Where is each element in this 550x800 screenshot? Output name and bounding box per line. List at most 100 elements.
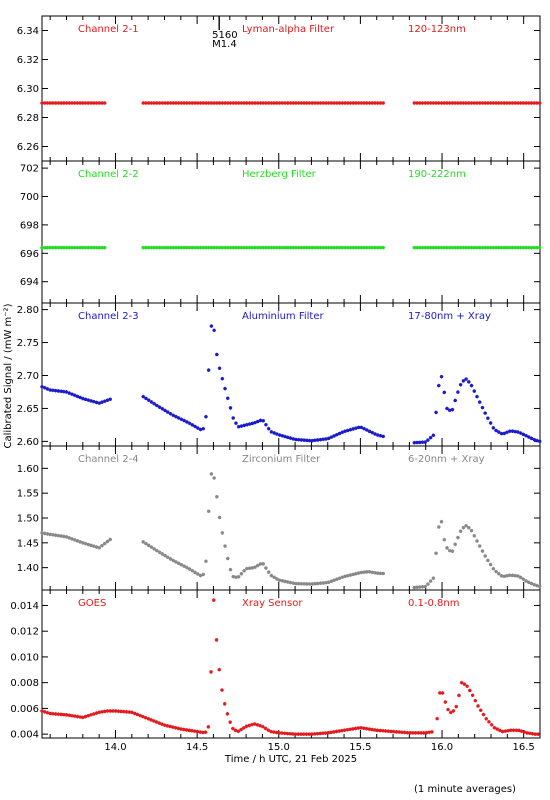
data-point: [356, 101, 361, 105]
data-point: [81, 396, 85, 401]
data-point: [486, 558, 490, 563]
data-point: [215, 245, 219, 250]
data-point: [252, 722, 257, 726]
data-point: [439, 245, 444, 250]
data-point: [475, 101, 479, 105]
data-point: [535, 438, 539, 443]
data-point: [340, 101, 345, 105]
y-tick-label: 1.50: [17, 514, 39, 525]
data-point: [102, 541, 107, 546]
data-point: [173, 725, 178, 730]
data-point: [345, 428, 350, 433]
y-tick-label: 6.30: [17, 84, 39, 95]
y-tick-label: 696: [20, 249, 39, 260]
data-point: [428, 435, 433, 440]
data-point: [83, 397, 88, 402]
data-point: [354, 426, 358, 430]
data-point: [253, 565, 257, 569]
data-point: [367, 570, 372, 574]
data-point: [67, 245, 72, 250]
data-point: [415, 440, 419, 445]
data-point: [264, 245, 268, 250]
data-point: [255, 101, 260, 105]
data-point: [165, 101, 170, 105]
data-point: [45, 245, 50, 250]
data-point: [258, 562, 263, 566]
data-point: [365, 428, 369, 432]
data-point: [277, 101, 282, 105]
data-point: [318, 101, 323, 105]
y-tick-label: 698: [20, 220, 39, 231]
data-point: [508, 728, 513, 733]
data-point: [92, 712, 96, 716]
data-point: [176, 726, 181, 731]
data-point: [367, 101, 372, 105]
data-point: [271, 730, 276, 734]
data-point: [310, 101, 315, 105]
y-tick-label: 0.012: [10, 627, 39, 638]
data-point: [521, 101, 526, 105]
data-point: [176, 561, 181, 566]
panel-filter-label: Lyman-alpha Filter: [242, 24, 335, 35]
data-point: [165, 555, 170, 560]
data-point: [288, 731, 292, 736]
data-point: [516, 245, 520, 250]
data-point: [193, 245, 197, 250]
data-point: [179, 562, 184, 567]
panel-1: 6.26 6.28 6.30 6.32 6.34 Channel 2-1 Lyman-alp…: [17, 15, 542, 162]
data-point: [299, 732, 303, 736]
data-point: [149, 545, 154, 549]
data-point: [451, 709, 456, 713]
data-point: [149, 718, 153, 722]
data-point: [266, 245, 271, 250]
flare-marker-id: 5160: [212, 30, 237, 41]
data-point: [250, 245, 255, 250]
data-point: [83, 101, 88, 105]
data-point: [144, 541, 148, 546]
data-point: [105, 398, 110, 403]
y-tick-label: 6.28: [17, 113, 39, 124]
data-point: [439, 519, 444, 524]
panel-filter-label: Xray Sensor: [242, 598, 303, 609]
data-point: [209, 101, 214, 105]
data-point: [264, 566, 268, 570]
data-point: [171, 413, 176, 418]
data-point: [302, 101, 306, 105]
data-point: [291, 732, 295, 736]
data-point: [192, 729, 197, 733]
data-point: [343, 245, 347, 250]
data-point: [537, 584, 542, 589]
data-point: [236, 729, 241, 734]
data-point: [157, 721, 162, 725]
data-point: [209, 245, 214, 250]
data-point: [56, 101, 61, 105]
data-point: [179, 245, 184, 250]
data-point: [321, 731, 325, 736]
data-point: [426, 582, 430, 586]
data-point: [326, 730, 331, 735]
data-point: [310, 582, 315, 586]
data-point: [272, 245, 276, 250]
data-point: [381, 101, 385, 105]
data-point: [370, 727, 374, 732]
data-point: [67, 713, 72, 718]
data-point: [239, 727, 243, 732]
x-tick-label: 16.5: [513, 742, 535, 753]
data-point: [507, 573, 512, 578]
data-point: [234, 245, 238, 250]
data-point: [51, 533, 55, 537]
data-point: [428, 579, 433, 583]
data-point: [464, 245, 468, 250]
data-point: [499, 431, 504, 436]
data-point: [152, 547, 156, 551]
data-point: [86, 101, 91, 105]
data-point: [255, 563, 260, 568]
data-point: [354, 101, 358, 105]
y-tick-label: 1.55: [17, 489, 39, 500]
data-point: [450, 245, 455, 250]
data-point: [318, 245, 323, 250]
data-point: [468, 688, 472, 693]
data-point: [424, 730, 429, 735]
data-point: [427, 730, 431, 735]
data-point: [365, 570, 369, 574]
